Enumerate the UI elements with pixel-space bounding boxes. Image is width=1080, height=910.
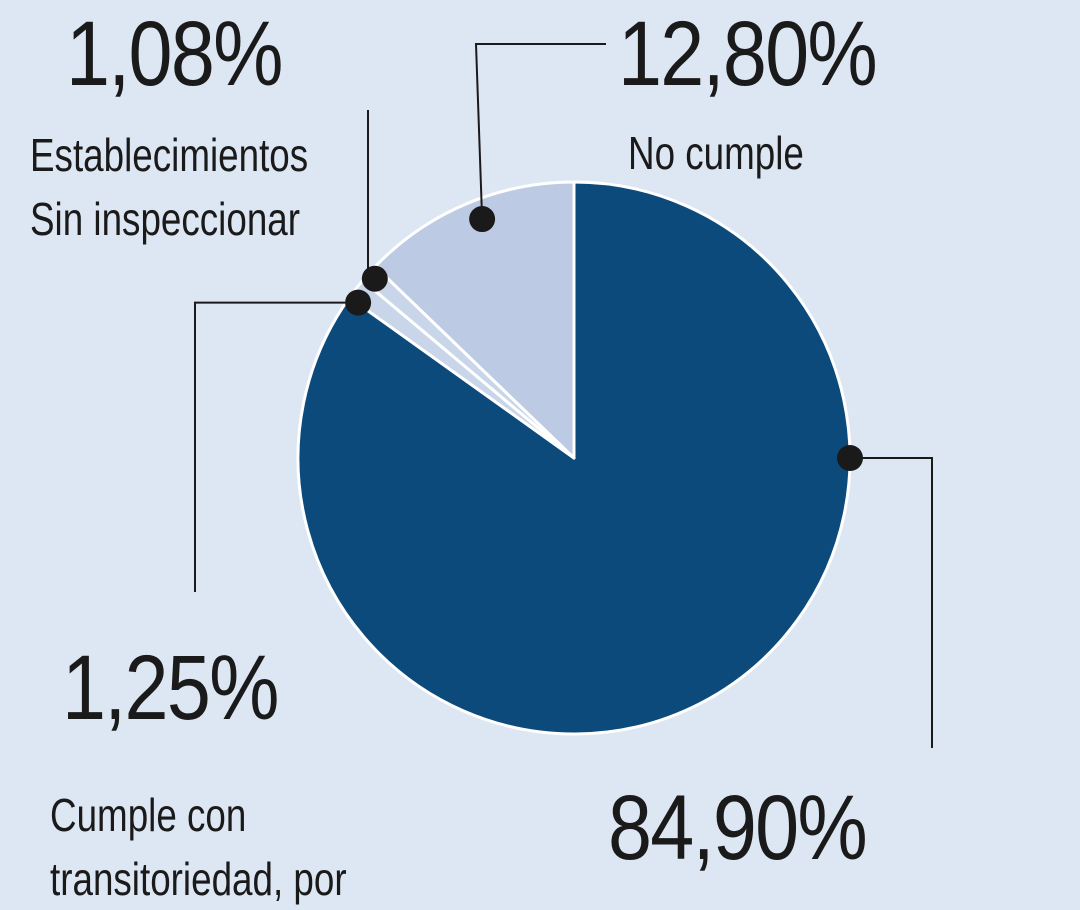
dot-no-cumple [469, 206, 496, 233]
value-label-sin-inspeccionar: 1,08% [66, 3, 283, 105]
leader-line-sin-inspeccionar [367, 110, 375, 280]
slice-label-sin-inspeccionar-line2: Sin inspeccionar [30, 193, 301, 245]
dot-sin-inspeccionar [361, 265, 388, 292]
slice-label-cumple-transitoriedad-line1: Cumple con [50, 789, 247, 841]
value-label-cumple-transitoriedad: 1,25% [62, 637, 279, 739]
leader-line-cumple [850, 457, 933, 748]
dot-cumple-transitoriedad [345, 289, 372, 316]
value-label-cumple: 84,90% [608, 777, 868, 879]
slice-label-cumple-transitoriedad-line2: transitoriedad, por [50, 853, 347, 905]
value-label-no-cumple: 12,80% [618, 3, 878, 105]
slice-label-sin-inspeccionar-line1: Establecimientos [30, 129, 309, 181]
leader-lines [194, 43, 933, 748]
slice-no-cumple [373, 180, 576, 460]
pie-slices [296, 180, 852, 736]
leader-line-cumple-transitoriedad [194, 301, 359, 592]
leader-line-no-cumple [474, 43, 606, 220]
slice-label-no-cumple: No cumple [628, 127, 804, 179]
dot-cumple [837, 445, 863, 471]
